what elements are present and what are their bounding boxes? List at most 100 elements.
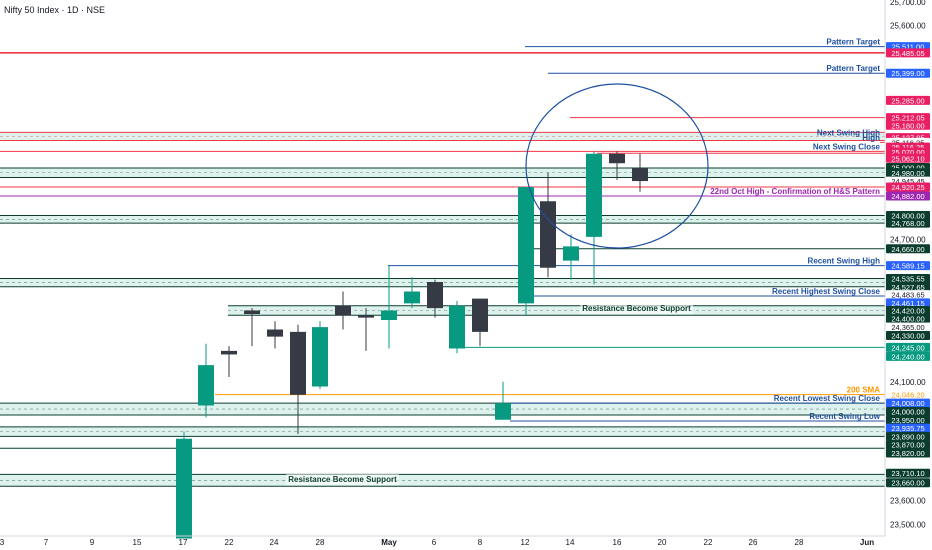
price-label-box [886,330,930,340]
time-tick: 22 [225,538,234,547]
level-text-bg [286,474,400,486]
time-tick: 20 [658,538,667,547]
time-tick: 12 [521,538,530,547]
price-tick: 25,700.00 [890,0,926,7]
price-label-box [886,298,930,308]
price-tick: 24,700.00 [890,235,926,244]
price-label-text: 25,485.05 [891,49,924,58]
price-label-text: 24,945.45 [891,177,924,186]
level-text: Pattern Target [826,64,880,73]
price-label-text: 24,882.00 [891,192,924,201]
price-label-text: 23,890.00 [891,432,924,441]
levels-layer [0,46,885,449]
price-axis[interactable]: 25,700.00 25,600.00 24,700.00 24,100.00 23,6… [890,0,926,529]
price-label-text: 25,180.00 [891,121,924,130]
price-label-text: 23,870.00 [891,441,924,450]
candle-body [244,310,260,315]
time-tick: 15 [133,538,142,547]
zone-band [0,403,885,415]
price-label-text: 24,461.15 [891,299,924,308]
candle-body [449,305,465,349]
level-text: 200 SMA [847,386,881,395]
time-tick: 9 [90,538,95,547]
price-label-text: 24,000.00 [891,407,924,416]
time-tick: 24 [270,538,279,547]
time-tick: 8 [478,538,483,547]
zone-band [0,474,885,487]
price-label-box [886,415,930,425]
price-label-text: 25,070.00 [891,148,924,157]
price-label-box [886,342,930,352]
price-label-box [886,290,930,300]
price-label-text: 23,935.75 [891,424,924,433]
time-tick: Jun [860,538,874,547]
time-tick: 28 [795,538,804,547]
price-label-box [886,282,930,292]
candle-body [632,168,648,182]
price-label-box [886,398,930,408]
price-label-text: 25,212.05 [891,114,924,123]
price-label-text: 25,399.00 [891,69,924,78]
price-label-text: 24,920.25 [891,183,924,192]
level-text: Recent Highest Swing Close [772,287,881,296]
candle-body [221,350,237,355]
price-label-box [886,390,930,400]
price-label-text: 24,240.00 [891,352,924,361]
time-tick: 7 [44,538,49,547]
price-label-box [886,153,930,163]
time-tick: 22 [704,538,713,547]
candle-body [427,282,443,309]
price-label-text: 24,800.00 [891,212,924,221]
price-label-box [886,261,930,271]
level-text: Resistance Become Support [582,304,691,313]
price-label-box [886,168,930,178]
level-text: Pattern Target [826,38,880,47]
time-tick: 26 [749,538,758,547]
price-label-box [886,406,930,416]
candle-body [563,246,579,261]
price-label-text: 25,285.00 [891,96,924,105]
price-label-box [886,351,930,361]
level-text: Recent Swing Low [809,412,880,421]
candle-body [381,310,397,320]
time-axis[interactable]: 3 7 9 15 17 22 24 28 May 6 8 12 14 16 20 22 26 28 Jun [0,538,874,547]
price-label-box [886,218,930,228]
price-label-box [886,48,930,58]
price-label-text: 23,950.00 [891,416,924,425]
price-label-text: 24,008.00 [891,399,924,408]
price-label-box [886,273,930,283]
candle-body [358,315,374,318]
highlight-circle [525,83,709,249]
price-label-text: 23,820.00 [891,449,924,458]
price-tick: 23,600.00 [890,497,926,506]
zone-band [0,168,885,178]
candle-body [495,403,511,420]
level-text: High [862,133,880,142]
price-label-text: 25,511.00 [892,43,925,52]
price-tick: 25,600.00 [890,22,926,31]
price-label-box [886,431,930,441]
price-label-text: 25,062.10 [891,154,924,163]
price-label-box [886,478,930,488]
price-label-text: 24,245.00 [891,343,924,352]
time-tick: 6 [432,538,437,547]
level-text: Next Swing Close [813,142,881,151]
price-label-text: 25,000.00 [891,164,924,173]
zone-band [0,132,885,141]
candle-body [609,153,625,164]
candle-body [472,298,488,332]
price-tick: 24,100.00 [890,378,926,387]
time-tick: 3 [0,538,5,547]
price-label-text: 24,046.20 [891,391,924,400]
candle-body [267,329,283,337]
zone-band [228,305,885,316]
price-label-box [886,95,930,105]
price-label-box [886,68,930,78]
price-label-box [886,244,930,254]
candle-body [404,291,420,304]
time-tick: 17 [179,538,188,547]
price-label-box [886,468,930,478]
